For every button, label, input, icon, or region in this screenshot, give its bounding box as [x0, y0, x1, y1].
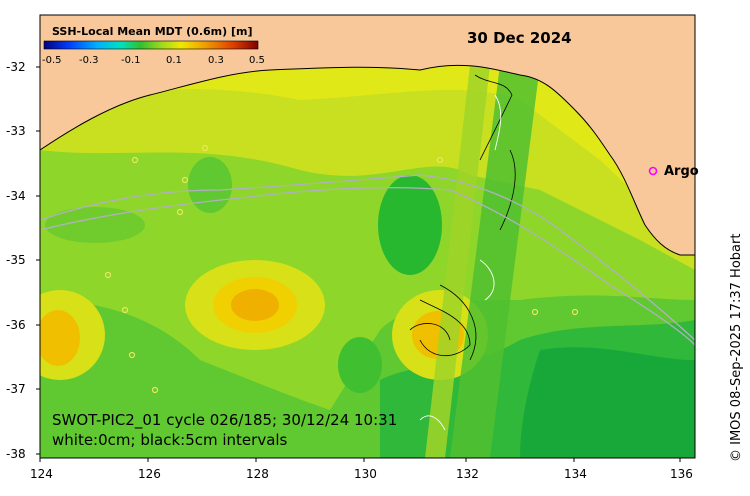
colorbar-tick: 0.5: [249, 55, 265, 66]
colorbar-tick: 0.3: [208, 55, 224, 66]
x-tick-label: 134: [564, 467, 587, 481]
argo-floats: [104, 144, 579, 394]
x-tick-label: 126: [138, 467, 161, 481]
x-axis: 124 126 128 130 132 134 136: [30, 458, 693, 481]
ssh-eddy-high-2-core: [40, 310, 80, 366]
y-tick-label: -33: [6, 124, 26, 138]
y-tick-label: -32: [6, 60, 26, 74]
y-tick-label: -38: [6, 447, 26, 461]
y-tick-label: -34: [6, 189, 26, 203]
colorbar-tick: -0.1: [121, 55, 141, 66]
australia-landmass: [40, 15, 695, 256]
swot-pass-info: SWOT-PIC2_01 cycle 026/185; 30/12/24 10:…: [52, 411, 397, 430]
contour-legend-info: white:0cm; black:5cm intervals: [52, 431, 288, 449]
x-tick-label: 132: [456, 467, 479, 481]
x-tick-label: 136: [670, 467, 693, 481]
imos-credit: © IMOS 08-Sep-2025 17:37 Hobart: [729, 234, 744, 462]
ssh-eddy-green-1: [378, 175, 442, 275]
ssh-lowest-zone: [520, 347, 695, 458]
x-tick-label: 130: [354, 467, 377, 481]
argo-legend-icon: [648, 166, 658, 176]
ssh-eddy-green-4: [45, 207, 145, 243]
colorbar-tick: 0.1: [166, 55, 182, 66]
ssh-eddy-green-2: [338, 337, 382, 393]
argo-legend-label: Argo: [664, 164, 699, 179]
y-axis: -32 -33 -34 -35 -36 -37 -38: [6, 60, 40, 461]
colorbar-tick: -0.5: [42, 55, 62, 66]
ssh-eddy-high-1-center: [231, 289, 279, 321]
bathymetry-contours: [40, 174, 695, 346]
swath-contours-black: [409, 74, 516, 361]
x-tick-label: 128: [246, 467, 269, 481]
x-tick-label: 124: [30, 467, 53, 481]
swath-contours-white: [419, 94, 502, 431]
y-tick-label: -36: [6, 318, 26, 332]
swot-swath-left: [425, 65, 490, 458]
swot-swath-right: [450, 65, 540, 458]
colorbar: SSH-Local Mean MDT (0.6m) [m] -0.5 -0.3 …: [42, 25, 265, 66]
colorbar-tick: -0.3: [79, 55, 99, 66]
colorbar-gradient: [43, 40, 259, 50]
colorbar-title: SSH-Local Mean MDT (0.6m) [m]: [52, 25, 252, 38]
map-plot-area[interactable]: [15, 15, 695, 458]
plot-frame: [39, 14, 696, 459]
y-tick-label: -37: [6, 382, 26, 396]
ssh-eddy-green-3: [188, 157, 232, 213]
date-label: 30 Dec 2024: [467, 29, 572, 47]
y-tick-label: -35: [6, 253, 26, 267]
